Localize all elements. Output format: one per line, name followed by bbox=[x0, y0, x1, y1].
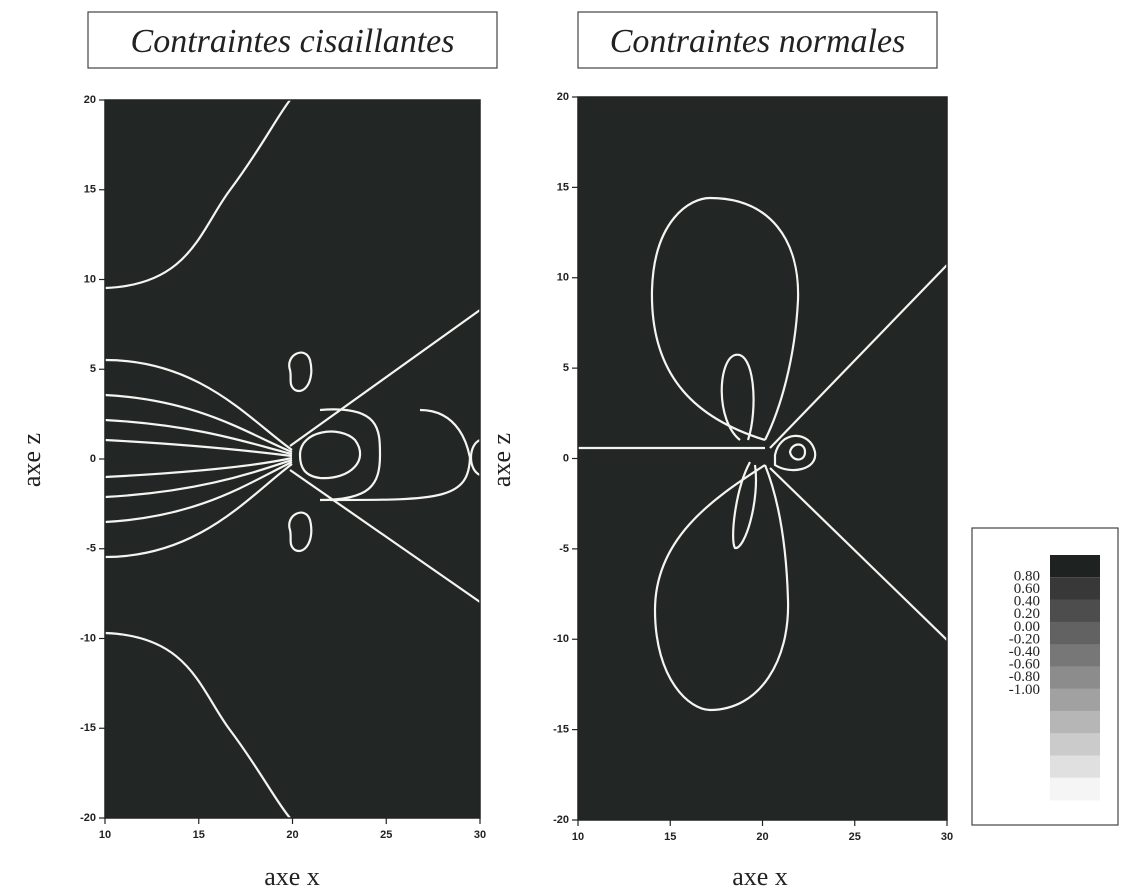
y-tick-label: -15 bbox=[80, 722, 96, 734]
colorbar-cell bbox=[1050, 688, 1100, 712]
x-tick-label: 25 bbox=[849, 831, 861, 843]
y-tick-label: 5 bbox=[90, 363, 96, 375]
y-tick-label: -20 bbox=[80, 812, 96, 824]
colorbar-label: 0.20 bbox=[1014, 606, 1040, 622]
colorbar-box bbox=[971, 527, 1119, 826]
y-tick-label: 0 bbox=[563, 452, 569, 464]
y-tick-label: 15 bbox=[557, 181, 569, 193]
y-tick-label: 10 bbox=[557, 272, 569, 284]
x-tick-label: 25 bbox=[380, 829, 392, 841]
y-tick-label: 20 bbox=[84, 94, 96, 106]
colorbar-cell bbox=[1050, 710, 1100, 734]
contours-right bbox=[578, 196, 948, 712]
colorbar-label: 0.80 bbox=[1014, 568, 1040, 584]
x-tick-label: 10 bbox=[99, 829, 111, 841]
y-tick-label: -20 bbox=[553, 814, 569, 826]
x-tick-label: 30 bbox=[474, 829, 486, 841]
colorbar-cell bbox=[1050, 644, 1100, 667]
plot-area bbox=[578, 97, 947, 820]
y-tick-label: 15 bbox=[84, 184, 96, 196]
colorbar-label: -0.80 bbox=[1009, 669, 1040, 685]
x-axis-label: axe x bbox=[732, 862, 788, 891]
y-tick-label: 0 bbox=[90, 453, 96, 465]
x-axis-label: axe x bbox=[264, 862, 320, 891]
x-tick-label: 30 bbox=[941, 831, 953, 843]
colorbar-label: 0.00 bbox=[1014, 619, 1040, 635]
y-tick-label: 20 bbox=[557, 91, 569, 103]
colorbar-cell bbox=[1050, 777, 1100, 801]
colorbar-label: 0.60 bbox=[1014, 581, 1040, 597]
y-tick-label: -10 bbox=[553, 633, 569, 645]
y-tick-label: -5 bbox=[86, 543, 96, 555]
colorbar-label: -0.40 bbox=[1009, 644, 1040, 660]
plot-area bbox=[105, 100, 480, 818]
colorbar-label: 0.40 bbox=[1014, 594, 1040, 610]
y-tick-label: 10 bbox=[84, 273, 96, 285]
colorbar-label: -0.60 bbox=[1009, 657, 1040, 673]
x-tick-label: 10 bbox=[572, 831, 584, 843]
colorbar-cell bbox=[1050, 755, 1100, 779]
colorbar-label: -1.00 bbox=[1009, 682, 1040, 698]
colorbar-cell bbox=[1050, 733, 1100, 756]
colorbar-cell bbox=[1050, 621, 1100, 645]
colorbar-cell bbox=[1050, 555, 1100, 578]
x-tick-label: 15 bbox=[193, 829, 205, 841]
x-tick-label: 20 bbox=[286, 829, 298, 841]
title-box bbox=[87, 11, 498, 69]
y-tick-label: -15 bbox=[553, 724, 569, 736]
colorbar-cell bbox=[1050, 599, 1100, 623]
colorbar-cell bbox=[1050, 666, 1100, 690]
colorbar-cell bbox=[1050, 577, 1100, 601]
y-axis-label: axe z bbox=[17, 433, 46, 487]
chart-title: Contraintes normales bbox=[610, 23, 906, 60]
title-box bbox=[577, 11, 938, 69]
chart-title: Contraintes cisaillantes bbox=[131, 23, 455, 60]
y-tick-label: 5 bbox=[563, 362, 569, 374]
y-tick-label: -10 bbox=[80, 632, 96, 644]
contours-left bbox=[104, 99, 481, 819]
x-tick-label: 15 bbox=[664, 831, 676, 843]
x-tick-label: 20 bbox=[756, 831, 768, 843]
y-tick-label: -5 bbox=[559, 543, 569, 555]
y-axis-label: axe z bbox=[487, 433, 516, 487]
colorbar-label: -0.20 bbox=[1009, 631, 1040, 647]
